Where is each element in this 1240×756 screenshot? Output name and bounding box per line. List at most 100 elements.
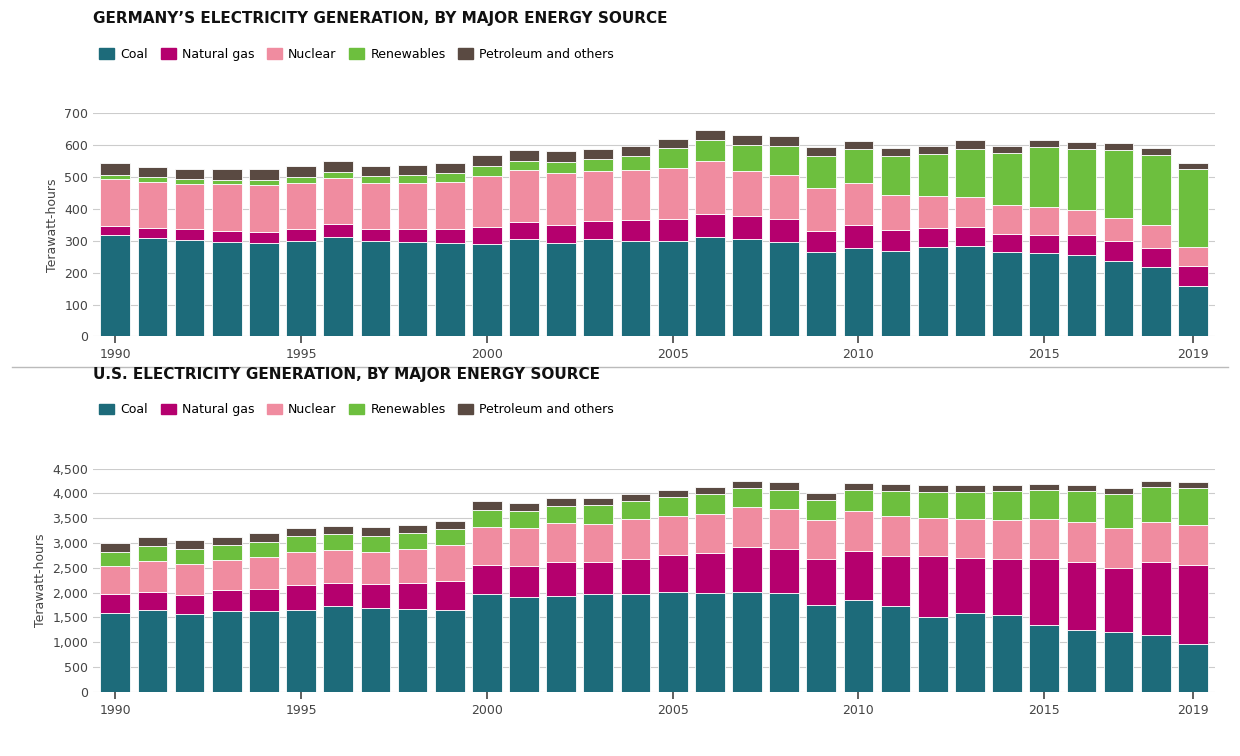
- Bar: [1104, 218, 1133, 240]
- Bar: [249, 542, 279, 557]
- Bar: [1066, 235, 1096, 255]
- Bar: [1178, 287, 1208, 336]
- Bar: [361, 528, 391, 536]
- Bar: [1178, 482, 1208, 488]
- Bar: [584, 505, 614, 524]
- Bar: [769, 490, 799, 510]
- Bar: [1029, 519, 1059, 559]
- Bar: [992, 520, 1022, 559]
- Bar: [992, 146, 1022, 153]
- Bar: [175, 240, 205, 336]
- Bar: [249, 243, 279, 336]
- Bar: [435, 181, 465, 229]
- Bar: [1178, 265, 1208, 287]
- Bar: [1178, 488, 1208, 525]
- Bar: [918, 617, 947, 692]
- Bar: [806, 559, 836, 605]
- Bar: [584, 562, 614, 594]
- Bar: [769, 593, 799, 692]
- Bar: [138, 238, 167, 336]
- Bar: [657, 516, 687, 555]
- Bar: [732, 172, 761, 216]
- Bar: [880, 606, 910, 692]
- Bar: [955, 227, 985, 246]
- Bar: [100, 225, 130, 235]
- Bar: [992, 234, 1022, 253]
- Bar: [175, 564, 205, 595]
- Bar: [584, 498, 614, 505]
- Bar: [472, 510, 502, 527]
- Bar: [547, 225, 577, 243]
- Bar: [472, 176, 502, 227]
- Bar: [880, 484, 910, 491]
- Bar: [918, 146, 947, 154]
- Bar: [472, 565, 502, 594]
- Bar: [584, 172, 614, 222]
- Bar: [212, 590, 242, 611]
- Bar: [843, 511, 873, 551]
- Bar: [769, 146, 799, 175]
- Bar: [435, 243, 465, 336]
- Bar: [175, 229, 205, 240]
- Bar: [955, 141, 985, 149]
- Bar: [175, 184, 205, 229]
- Bar: [657, 168, 687, 219]
- Text: U.S. ELECTRICITY GENERATION, BY MAJOR ENERGY SOURCE: U.S. ELECTRICITY GENERATION, BY MAJOR EN…: [93, 367, 600, 382]
- Bar: [1104, 494, 1133, 528]
- Bar: [1141, 487, 1171, 522]
- Bar: [324, 224, 353, 237]
- Bar: [621, 519, 651, 559]
- Bar: [732, 592, 761, 692]
- Bar: [732, 481, 761, 488]
- Bar: [324, 161, 353, 172]
- Bar: [286, 528, 316, 536]
- Bar: [918, 247, 947, 336]
- Bar: [398, 183, 428, 229]
- Bar: [880, 556, 910, 606]
- Bar: [806, 147, 836, 156]
- Bar: [843, 150, 873, 183]
- Bar: [1066, 485, 1096, 491]
- Bar: [769, 136, 799, 146]
- Bar: [510, 503, 539, 511]
- Bar: [324, 525, 353, 534]
- Bar: [992, 491, 1022, 520]
- Bar: [361, 229, 391, 241]
- Bar: [621, 593, 651, 692]
- Bar: [880, 195, 910, 230]
- Bar: [510, 511, 539, 528]
- Bar: [621, 559, 651, 593]
- Bar: [1066, 491, 1096, 522]
- Bar: [1141, 635, 1171, 692]
- Bar: [398, 609, 428, 692]
- Bar: [361, 182, 391, 229]
- Bar: [324, 172, 353, 178]
- Bar: [918, 485, 947, 492]
- Bar: [286, 229, 316, 241]
- Bar: [286, 166, 316, 177]
- Bar: [1066, 255, 1096, 336]
- Bar: [138, 177, 167, 181]
- Bar: [212, 560, 242, 590]
- Bar: [138, 610, 167, 692]
- Bar: [694, 494, 724, 513]
- Bar: [472, 501, 502, 510]
- Bar: [732, 488, 761, 507]
- Bar: [398, 229, 428, 243]
- Bar: [806, 519, 836, 559]
- Bar: [694, 237, 724, 336]
- Bar: [806, 231, 836, 252]
- Bar: [398, 525, 428, 533]
- Bar: [1178, 246, 1208, 265]
- Bar: [324, 583, 353, 606]
- Bar: [361, 609, 391, 692]
- Bar: [324, 237, 353, 336]
- Bar: [1104, 528, 1133, 568]
- Bar: [324, 606, 353, 692]
- Bar: [286, 241, 316, 336]
- Bar: [584, 222, 614, 239]
- Bar: [398, 175, 428, 183]
- Bar: [212, 231, 242, 243]
- Bar: [175, 169, 205, 179]
- Bar: [1066, 150, 1096, 210]
